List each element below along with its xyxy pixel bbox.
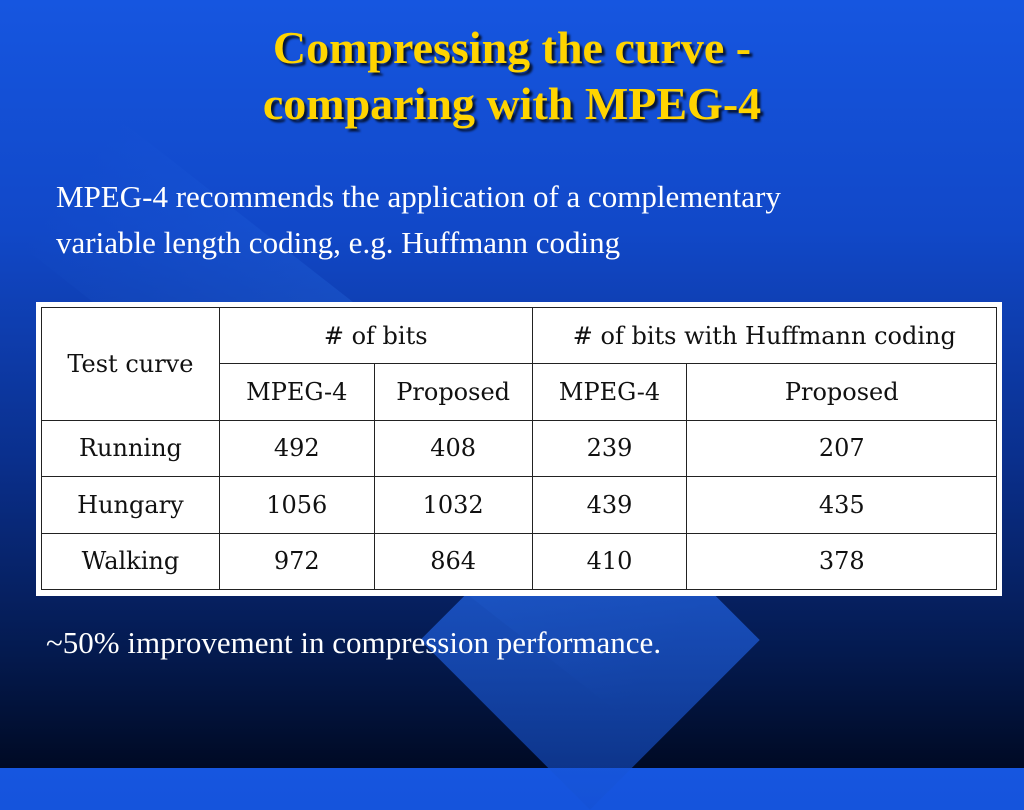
table-cell: 1056 (218, 476, 375, 534)
table-cell: 239 (531, 419, 688, 478)
table-row: Hungary 1056 1032 439 435 (41, 476, 997, 534)
row-label: Hungary (41, 476, 220, 534)
subheader-proposed-bits: Proposed (373, 363, 533, 421)
intro-line-1: MPEG-4 recommends the application of a c… (56, 179, 781, 214)
table-row: Running 492 408 239 207 (41, 419, 997, 478)
group-header-bits: # of bits (218, 306, 533, 365)
subheader-proposed-huffmann: Proposed (686, 363, 997, 421)
conclusion-text: ~50% improvement in compression performa… (46, 625, 662, 660)
table-cell: 378 (686, 532, 997, 591)
subheader-mpeg4-huffmann: MPEG-4 (531, 363, 688, 421)
subheader-mpeg4-bits: MPEG-4 (218, 363, 375, 421)
table-cell: 972 (218, 532, 375, 591)
slide-title-line-2: comparing with MPEG-4 (262, 78, 762, 129)
table-cell: 439 (531, 476, 688, 534)
table-row: Walking 972 864 410 378 (41, 532, 997, 591)
intro-line-2: variable length coding, e.g. Huffmann co… (56, 225, 621, 260)
results-table: Test curve # of bits # of bits with Huff… (41, 306, 998, 591)
row-label: Running (41, 419, 220, 478)
slide-title-line-1: Compressing the curve - (272, 22, 752, 73)
intro-text: MPEG-4 recommends the application of a c… (56, 174, 1006, 266)
slide: Compressing the curve - comparing with M… (0, 20, 1024, 810)
table-cell: 492 (218, 419, 375, 478)
table-cell: 408 (373, 419, 533, 478)
table-cell: 410 (531, 532, 688, 591)
table-corner-header: Test curve (41, 307, 220, 421)
table-cell: 1032 (373, 476, 533, 534)
results-table-card: Test curve # of bits # of bits with Huff… (36, 302, 1002, 596)
table-cell: 864 (373, 532, 533, 591)
slide-title: Compressing the curve - comparing with M… (0, 20, 1024, 132)
row-label: Walking (41, 532, 220, 591)
table-cell: 207 (686, 419, 997, 478)
group-header-huffmann: # of bits with Huffmann coding (531, 306, 998, 365)
table-header-row: Test curve # of bits # of bits with Huff… (41, 306, 998, 421)
table-cell: 435 (686, 476, 997, 534)
